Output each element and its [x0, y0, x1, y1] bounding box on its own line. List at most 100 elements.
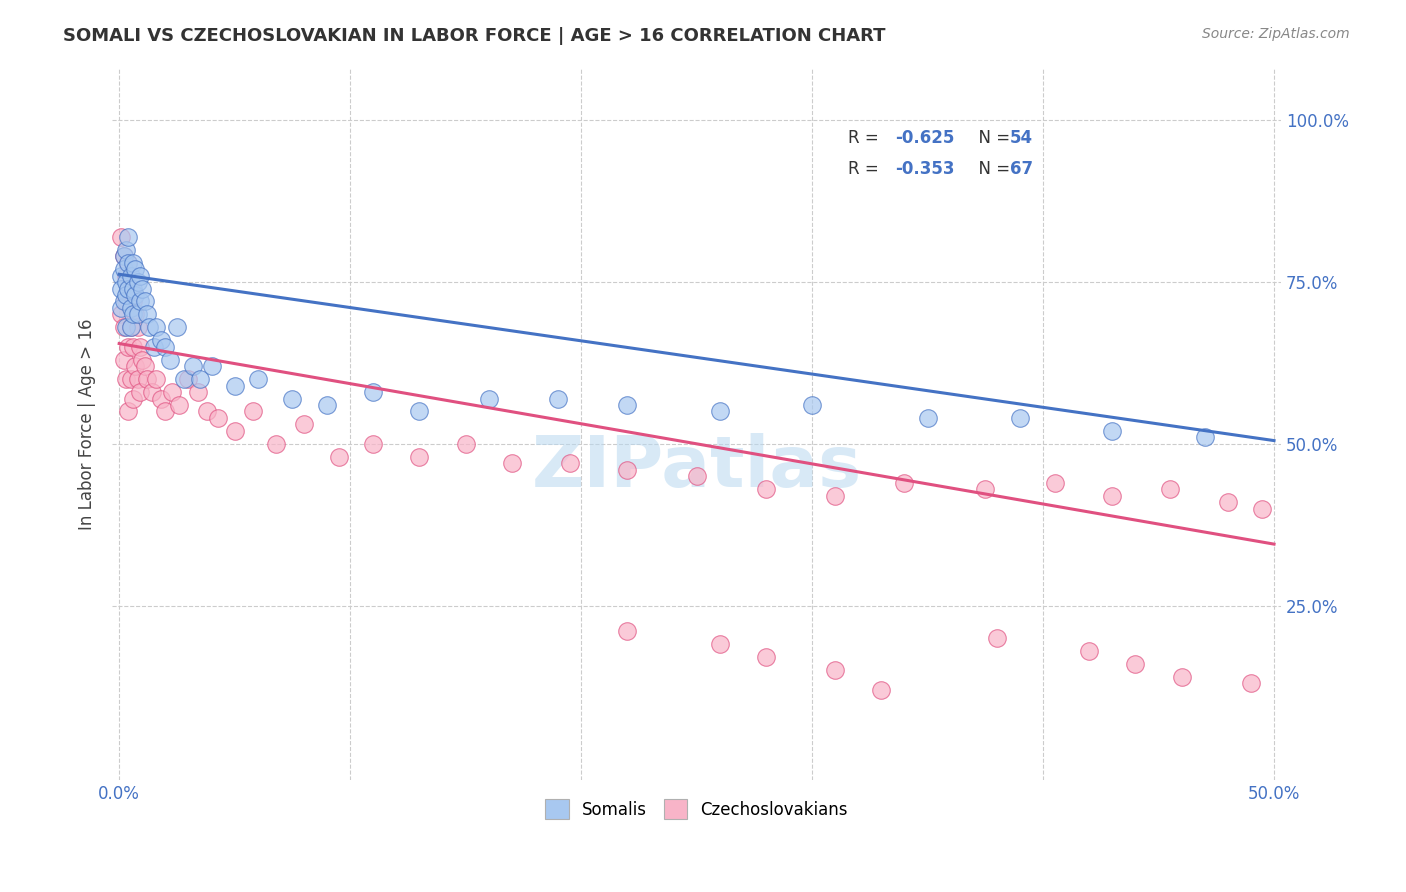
Point: [145, 320, 167, 334]
Point: [173, 372, 195, 386]
Point: [122, 307, 145, 321]
Point: [187, 385, 209, 400]
Point: [120, 372, 142, 386]
Point: [1194, 430, 1216, 444]
Text: -0.625: -0.625: [894, 129, 955, 147]
Point: [124, 359, 146, 374]
Point: [138, 320, 160, 334]
Point: [974, 482, 997, 496]
Point: [478, 392, 501, 406]
Point: [281, 392, 304, 406]
Point: [110, 301, 132, 315]
Point: [117, 340, 139, 354]
Point: [120, 301, 142, 315]
Text: Source: ZipAtlas.com: Source: ZipAtlas.com: [1202, 27, 1350, 41]
Text: R =: R =: [848, 161, 884, 178]
Point: [112, 294, 135, 309]
Point: [917, 411, 939, 425]
Point: [124, 288, 146, 302]
Point: [408, 450, 430, 464]
Point: [110, 268, 132, 283]
Point: [120, 320, 142, 334]
Point: [131, 281, 153, 295]
Point: [115, 275, 138, 289]
Point: [893, 475, 915, 490]
Point: [167, 398, 190, 412]
Point: [159, 352, 181, 367]
Point: [824, 663, 846, 677]
Point: [616, 624, 638, 639]
Point: [1101, 424, 1123, 438]
Point: [224, 424, 246, 438]
Text: SOMALI VS CZECHOSLOVAKIAN IN LABOR FORCE | AGE > 16 CORRELATION CHART: SOMALI VS CZECHOSLOVAKIAN IN LABOR FORCE…: [63, 27, 886, 45]
Point: [122, 281, 145, 295]
Point: [292, 417, 315, 432]
Point: [122, 392, 145, 406]
Point: [986, 631, 1008, 645]
Point: [115, 294, 138, 309]
Point: [115, 243, 138, 257]
Point: [117, 404, 139, 418]
Point: [361, 385, 384, 400]
Point: [149, 392, 172, 406]
Point: [1159, 482, 1181, 496]
Point: [112, 320, 135, 334]
Point: [685, 469, 707, 483]
Point: [141, 385, 163, 400]
Point: [801, 398, 824, 412]
Point: [115, 288, 138, 302]
Point: [129, 385, 152, 400]
Point: [129, 268, 152, 283]
Point: [1043, 475, 1066, 490]
Text: ZIPatlas: ZIPatlas: [531, 433, 862, 501]
Point: [124, 262, 146, 277]
Point: [709, 404, 731, 418]
Point: [246, 372, 269, 386]
Point: [127, 320, 149, 334]
Point: [755, 650, 778, 665]
Point: [1008, 411, 1031, 425]
Point: [162, 385, 184, 400]
Point: [1101, 489, 1123, 503]
Point: [870, 682, 893, 697]
Point: [127, 372, 149, 386]
Point: [110, 229, 132, 244]
Point: [1170, 670, 1192, 684]
Point: [127, 275, 149, 289]
Point: [135, 307, 157, 321]
Point: [616, 398, 638, 412]
Point: [122, 294, 145, 309]
Text: R =: R =: [848, 129, 884, 147]
Point: [135, 372, 157, 386]
Point: [129, 340, 152, 354]
Legend: Somalis, Czechoslovakians: Somalis, Czechoslovakians: [538, 793, 855, 825]
Point: [1251, 501, 1274, 516]
Point: [122, 255, 145, 269]
Point: [454, 437, 477, 451]
Point: [149, 333, 172, 347]
Point: [1216, 495, 1239, 509]
Point: [120, 281, 142, 295]
Text: N =: N =: [967, 161, 1015, 178]
Point: [110, 281, 132, 295]
Point: [1078, 644, 1101, 658]
Point: [361, 437, 384, 451]
Point: [558, 456, 581, 470]
Text: 67: 67: [1010, 161, 1033, 178]
Point: [127, 307, 149, 321]
Point: [195, 404, 218, 418]
Point: [328, 450, 350, 464]
Point: [117, 255, 139, 269]
Point: [616, 463, 638, 477]
Point: [134, 359, 156, 374]
Point: [188, 372, 211, 386]
Point: [181, 359, 204, 374]
Text: -0.353: -0.353: [894, 161, 955, 178]
Point: [155, 340, 177, 354]
Point: [142, 340, 165, 354]
Point: [547, 392, 569, 406]
Point: [124, 307, 146, 321]
Y-axis label: In Labor Force | Age > 16: In Labor Force | Age > 16: [79, 318, 96, 530]
Point: [120, 320, 142, 334]
Point: [122, 340, 145, 354]
